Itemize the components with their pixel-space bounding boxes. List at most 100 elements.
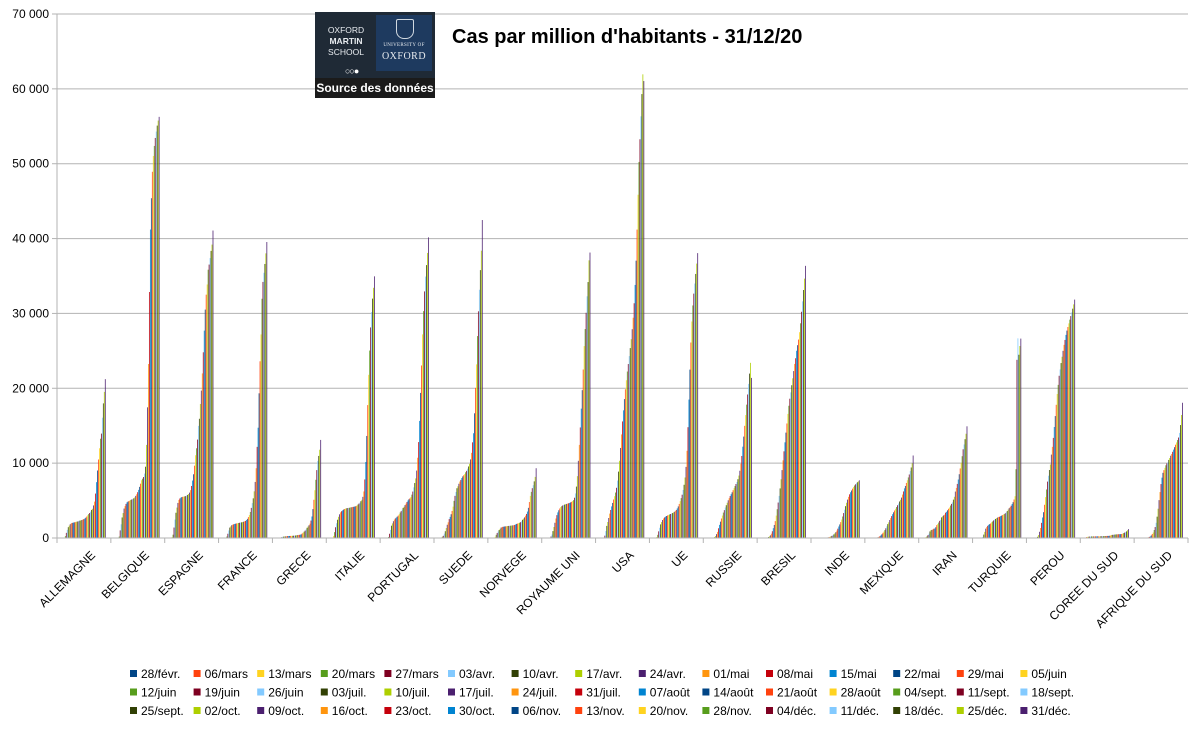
- bar: [1162, 478, 1163, 538]
- bar: [776, 516, 777, 538]
- bar: [854, 485, 855, 538]
- bar: [840, 522, 841, 538]
- bar: [689, 400, 690, 538]
- bar: [690, 343, 691, 539]
- bar: [696, 264, 697, 538]
- bar: [404, 507, 405, 538]
- bar: [467, 469, 468, 538]
- bar: [148, 364, 149, 538]
- bar: [623, 410, 624, 538]
- bar: [79, 521, 80, 538]
- bar: [788, 406, 789, 538]
- legend-swatch: [766, 689, 773, 696]
- bar: [749, 374, 750, 538]
- bar: [1062, 357, 1063, 538]
- bar: [482, 220, 483, 538]
- bar: [889, 520, 890, 538]
- bar: [460, 480, 461, 538]
- bar: [912, 463, 913, 538]
- bar: [620, 448, 621, 538]
- bar: [717, 532, 718, 538]
- bar: [149, 292, 150, 538]
- bar: [1126, 531, 1127, 538]
- bar: [520, 522, 521, 538]
- bar: [136, 494, 137, 538]
- bar: [303, 532, 304, 538]
- bar: [250, 512, 251, 538]
- bar: [366, 436, 367, 538]
- bar: [1006, 512, 1007, 538]
- oxford-martin-school-mark: OXFORD MARTIN SCHOOL: [318, 15, 374, 71]
- bar: [240, 523, 241, 538]
- bar: [784, 451, 785, 538]
- bar: [243, 522, 244, 538]
- x-tick-label: MEXIQUE: [857, 548, 906, 597]
- bar: [557, 512, 558, 538]
- bar: [1173, 450, 1174, 538]
- bar: [567, 504, 568, 538]
- bar: [473, 433, 474, 538]
- bar: [504, 527, 505, 538]
- bar: [128, 502, 129, 538]
- bar: [694, 284, 695, 538]
- x-tick-label: FRANCE: [215, 548, 260, 593]
- bar: [407, 502, 408, 538]
- bar: [132, 499, 133, 538]
- bar: [639, 162, 640, 538]
- bar: [1056, 405, 1057, 538]
- bar: [799, 332, 800, 538]
- bar: [660, 524, 661, 538]
- bar: [512, 525, 513, 538]
- bar: [748, 384, 749, 538]
- bar: [417, 458, 418, 538]
- bar: [397, 517, 398, 538]
- legend-swatch: [575, 707, 582, 714]
- legend-swatch: [639, 670, 646, 677]
- bar: [742, 447, 743, 538]
- bar: [212, 245, 213, 538]
- bar: [88, 514, 89, 538]
- bar: [641, 116, 642, 538]
- bar: [336, 523, 337, 538]
- bar: [745, 415, 746, 538]
- bar: [186, 496, 187, 538]
- bar: [408, 500, 409, 538]
- bar: [251, 508, 252, 538]
- legend-swatch: [893, 689, 900, 696]
- legend-swatch: [957, 689, 964, 696]
- bar: [727, 503, 728, 538]
- bar: [90, 512, 91, 538]
- legend-swatch: [257, 707, 264, 714]
- logo-school-line: OXFORD: [318, 25, 374, 36]
- bar: [732, 492, 733, 538]
- bar: [730, 496, 731, 538]
- bar: [911, 468, 912, 539]
- bar: [501, 528, 502, 538]
- bar: [77, 522, 78, 538]
- legend-entry: 21/août: [777, 686, 818, 700]
- bar: [143, 477, 144, 538]
- bar: [890, 518, 891, 538]
- legend-swatch: [1020, 707, 1027, 714]
- bar: [628, 364, 629, 538]
- bar: [235, 524, 236, 538]
- bar: [239, 523, 240, 538]
- bar: [733, 490, 734, 538]
- bar: [184, 496, 185, 538]
- bar: [795, 358, 796, 538]
- bar: [964, 444, 965, 538]
- bar: [195, 455, 196, 538]
- bar: [511, 526, 512, 538]
- legend-swatch: [830, 707, 837, 714]
- bar: [147, 407, 148, 538]
- bar: [362, 500, 363, 538]
- bar: [246, 520, 247, 538]
- bar: [1118, 534, 1119, 538]
- bar: [403, 508, 404, 538]
- bar: [851, 490, 852, 538]
- bar: [983, 535, 984, 538]
- legend-entry: 17/avr.: [586, 667, 622, 681]
- bar: [888, 522, 889, 538]
- oxford-martin-school-logo: OXFORD MARTIN SCHOOL ○○● UNIVERSITY OF O…: [315, 12, 435, 98]
